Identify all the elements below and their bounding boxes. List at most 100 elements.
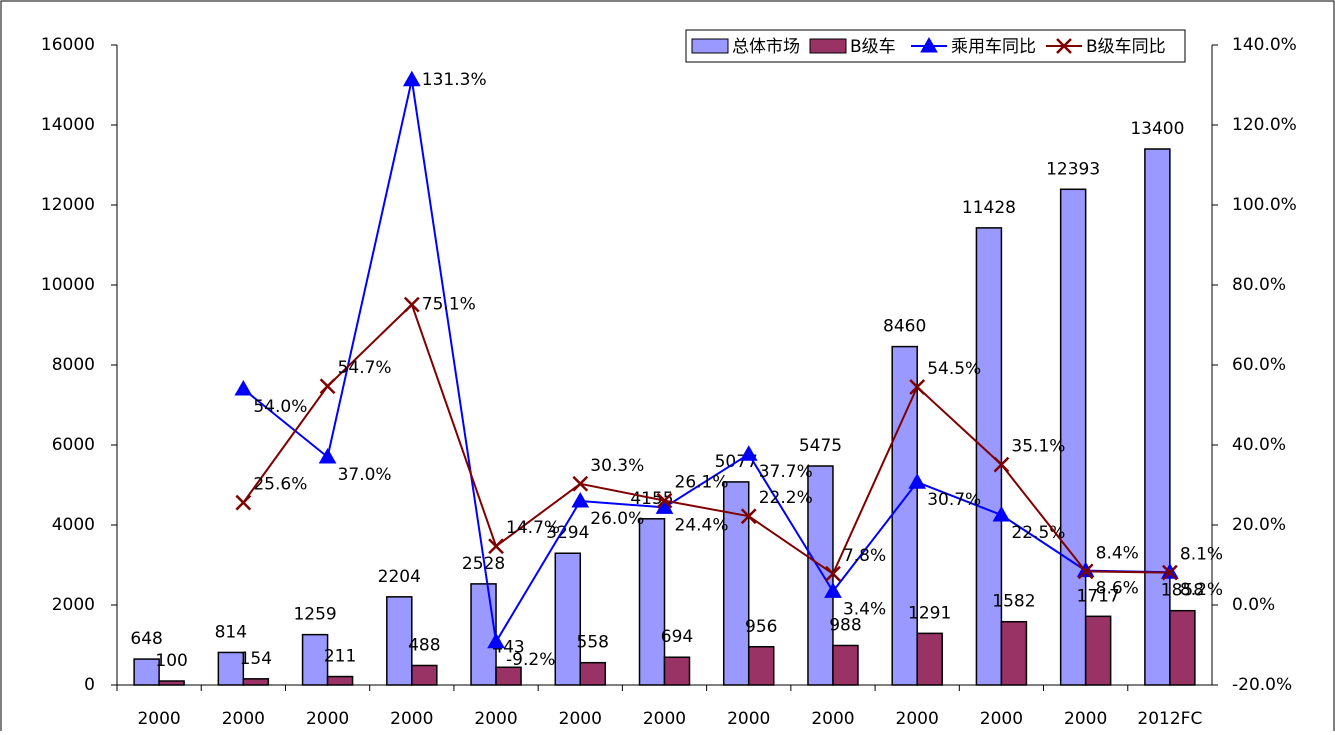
point-label: 26.1% bbox=[675, 473, 729, 493]
bar bbox=[579, 661, 607, 686]
x-tick-label: 2000 bbox=[222, 709, 265, 729]
marker bbox=[403, 296, 420, 313]
bar-label: 211 bbox=[324, 647, 356, 667]
bar-label: 1858 bbox=[1161, 581, 1204, 601]
x-tick-label: 2000 bbox=[306, 709, 349, 729]
bar bbox=[133, 658, 160, 686]
bar bbox=[495, 666, 522, 686]
marker bbox=[908, 473, 927, 489]
bar-label: 1291 bbox=[908, 603, 951, 623]
bar bbox=[638, 518, 666, 686]
point-label: 3.4% bbox=[843, 599, 886, 619]
bar bbox=[807, 465, 834, 686]
x-tick-label: 2000 bbox=[137, 709, 180, 729]
bar bbox=[916, 632, 943, 686]
point-label: 22.5% bbox=[1011, 523, 1065, 543]
bar-label: 154 bbox=[240, 649, 272, 669]
point-label: 22.2% bbox=[759, 488, 813, 508]
marker bbox=[319, 378, 336, 395]
legend-label: 总体市场 bbox=[732, 37, 800, 57]
y2-tick-label: 0.0% bbox=[1232, 595, 1275, 615]
y-tick-label: 8000 bbox=[52, 355, 95, 375]
x-tick-label: 2000 bbox=[1064, 709, 1107, 729]
marker bbox=[487, 632, 505, 649]
x-tick-label: 2000 bbox=[390, 709, 433, 729]
marker bbox=[488, 538, 504, 555]
bar-label: 814 bbox=[215, 622, 247, 642]
bar bbox=[832, 644, 859, 686]
point-label: 14.7% bbox=[506, 518, 560, 538]
y2-tick-label: 80.0% bbox=[1232, 275, 1286, 295]
x-tick-label: 2000 bbox=[474, 709, 517, 729]
point-label: 37.7% bbox=[759, 462, 813, 482]
bar-label: 558 bbox=[577, 633, 609, 653]
bar-label: 648 bbox=[130, 629, 162, 649]
marker bbox=[1076, 561, 1095, 578]
point-label: 37.0% bbox=[338, 465, 392, 485]
bar bbox=[891, 345, 918, 686]
legend-marker bbox=[920, 36, 938, 53]
marker bbox=[739, 445, 758, 461]
legend-label: 乘用车同比 bbox=[951, 37, 1036, 57]
point-label: 26.0% bbox=[590, 509, 644, 529]
bar bbox=[1000, 620, 1028, 686]
bar-label: 2204 bbox=[378, 567, 421, 587]
marker bbox=[402, 70, 421, 87]
bar bbox=[554, 552, 582, 686]
point-label: 35.1% bbox=[1011, 437, 1065, 457]
point-label: 30.3% bbox=[590, 456, 644, 476]
marker bbox=[655, 498, 674, 514]
line bbox=[242, 79, 1170, 645]
y2-tick-label: 100.0% bbox=[1232, 195, 1297, 215]
marker bbox=[1077, 563, 1094, 580]
y-tick-label: 6000 bbox=[52, 435, 95, 455]
y2-tick-label: 20.0% bbox=[1232, 515, 1286, 535]
y-tick-label: 12000 bbox=[41, 195, 95, 215]
y2-tick-label: 40.0% bbox=[1232, 435, 1286, 455]
bar bbox=[326, 675, 354, 686]
point-label: 75.1% bbox=[422, 295, 476, 315]
bar bbox=[411, 664, 438, 686]
point-label: 7.8% bbox=[843, 546, 886, 566]
marker bbox=[825, 565, 841, 582]
bar-label: 694 bbox=[661, 627, 693, 647]
y2-tick-label: 140.0% bbox=[1232, 35, 1297, 55]
legend-label: B级车同比 bbox=[1086, 37, 1166, 57]
marker bbox=[656, 492, 673, 509]
y-tick-label: 14000 bbox=[41, 115, 95, 135]
marker bbox=[1161, 564, 1178, 581]
y-tick-label: 10000 bbox=[41, 275, 95, 295]
y-tick-label: 4000 bbox=[52, 515, 95, 535]
point-label: 30.7% bbox=[927, 490, 981, 510]
x-tick-label: 2000 bbox=[559, 709, 602, 729]
marker bbox=[740, 508, 757, 525]
bar-label: 100 bbox=[155, 651, 187, 671]
point-label: 54.7% bbox=[338, 358, 392, 378]
bar bbox=[301, 633, 329, 686]
marker bbox=[824, 582, 842, 598]
bar-label: 488 bbox=[408, 635, 440, 655]
point-label: 54.5% bbox=[927, 359, 981, 379]
y-tick-label: 0 bbox=[84, 675, 95, 695]
point-label: 8.2% bbox=[1180, 580, 1223, 600]
marker bbox=[992, 505, 1011, 522]
point-label: 8.1% bbox=[1180, 545, 1223, 565]
y2-tick-label: 60.0% bbox=[1232, 355, 1286, 375]
bar bbox=[1059, 188, 1087, 686]
point-label: -9.2% bbox=[506, 650, 555, 670]
y2-tick-label: 120.0% bbox=[1232, 115, 1297, 135]
bar bbox=[470, 583, 497, 686]
legend-swatch bbox=[809, 38, 847, 54]
bar bbox=[1169, 609, 1196, 686]
bar bbox=[242, 678, 270, 686]
x-tick-label: 2012FC bbox=[1137, 709, 1202, 729]
bar-label: 8460 bbox=[883, 317, 926, 337]
bar-label: 1717 bbox=[1077, 586, 1120, 606]
bar-label: 13400 bbox=[1130, 119, 1184, 139]
bar-label: 1259 bbox=[293, 605, 336, 625]
x-tick-label: 2000 bbox=[727, 709, 770, 729]
bar-label: 12393 bbox=[1046, 159, 1100, 179]
marker bbox=[318, 447, 337, 464]
